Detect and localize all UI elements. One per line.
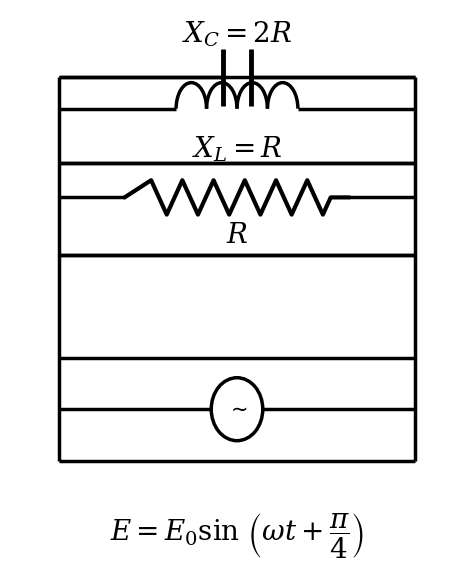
Text: $X_L = R$: $X_L = R$ xyxy=(191,134,283,164)
Text: $E = E_0 \sin\,\left(\omega t + \dfrac{\pi}{4}\right)$: $E = E_0 \sin\,\left(\omega t + \dfrac{\… xyxy=(110,510,364,560)
Text: $\sim$: $\sim$ xyxy=(226,399,248,419)
Text: $X_C = 2R$: $X_C = 2R$ xyxy=(182,20,292,49)
Text: $R$: $R$ xyxy=(226,221,248,249)
